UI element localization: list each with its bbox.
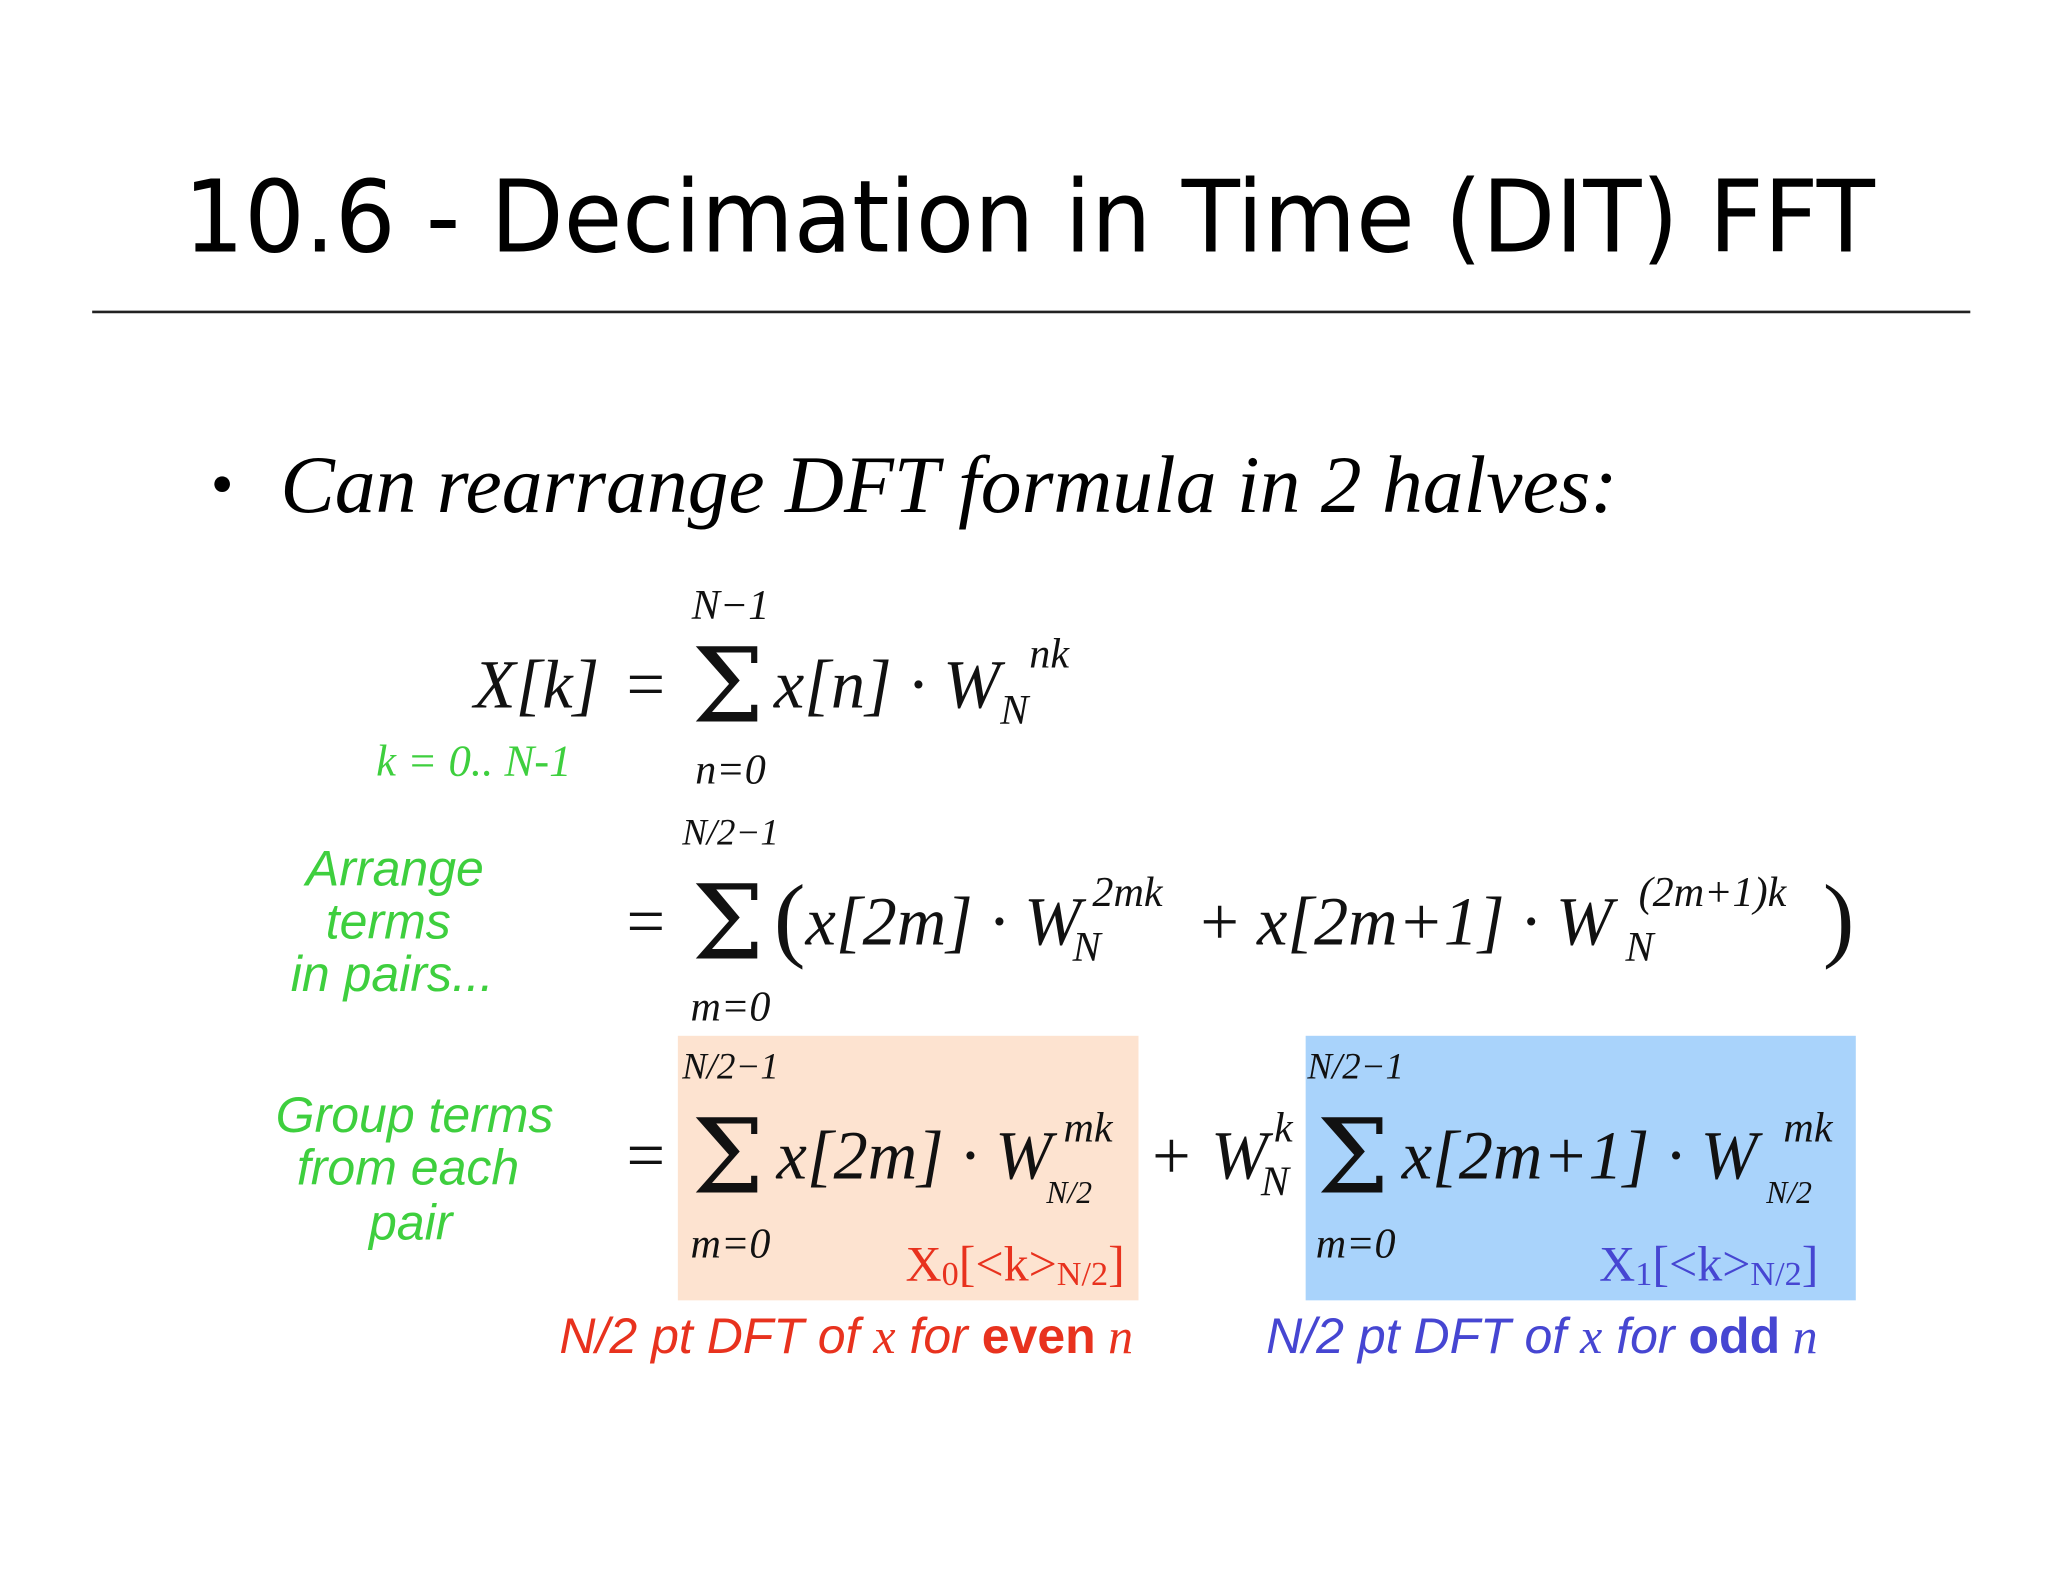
index-range: k = 0.. N-1 <box>376 736 571 786</box>
twiddle: + W <box>1148 1118 1274 1194</box>
even-box <box>677 1035 1139 1301</box>
note: terms <box>326 893 451 949</box>
lhs: X[k] <box>471 646 599 722</box>
subscript: N/2 <box>1765 1175 1812 1210</box>
subscript: N <box>999 687 1031 734</box>
caption-part: N/2 pt DFT of <box>559 1308 873 1364</box>
sigma: Σ <box>1317 1099 1390 1218</box>
plus: + <box>1200 883 1239 959</box>
caption-part: n <box>1780 1308 1818 1364</box>
note: in pairs... <box>291 946 494 1002</box>
paren: ) <box>1823 867 1855 971</box>
caption-part: x <box>1579 1308 1602 1364</box>
label-part: X <box>1599 1235 1635 1291</box>
subscript: N <box>1072 924 1104 971</box>
label-part: X <box>906 1235 942 1291</box>
superscript: 2mk <box>1092 869 1163 916</box>
label-part: ] <box>1108 1235 1125 1291</box>
caption-part: even <box>982 1308 1096 1364</box>
bullet-dot: • <box>211 448 234 521</box>
subscript: N/2 <box>1045 1175 1092 1210</box>
term: x[2m+1] · W <box>1401 1118 1764 1194</box>
superscript: (2m+1)k <box>1639 869 1788 916</box>
note: from each <box>297 1139 519 1195</box>
label-part: ] <box>1802 1235 1819 1291</box>
label-part: 0 <box>942 1256 959 1293</box>
caption-part: odd <box>1688 1308 1780 1364</box>
caption-part: n <box>1096 1308 1134 1364</box>
odd-caption: N/2 pt DFT of x for odd n <box>1266 1308 1817 1364</box>
superscript: nk <box>1029 631 1070 678</box>
caption-part: x <box>872 1308 895 1364</box>
title: 10.6 - Decimation in Time (DIT) FFT <box>184 159 1876 276</box>
sigma: Σ <box>692 628 765 747</box>
sum-lower: m=0 <box>691 1220 771 1267</box>
odd-label: X1[<k>N/2] <box>1599 1235 1818 1292</box>
term: x[2m+1] · W <box>1256 883 1619 959</box>
superscript: k <box>1274 1104 1294 1151</box>
note: pair <box>367 1195 455 1251</box>
sigma: Σ <box>692 864 765 983</box>
superscript: mk <box>1783 1104 1833 1151</box>
superscript: mk <box>1063 1104 1113 1151</box>
caption-part: N/2 pt DFT of <box>1266 1308 1580 1364</box>
paren: ( <box>774 867 806 971</box>
term: x[2m] · W <box>805 883 1088 959</box>
sum-upper: N/2−1 <box>681 811 779 852</box>
subscript: N <box>1624 924 1656 971</box>
sum-lower: m=0 <box>691 983 771 1030</box>
equals: = <box>627 1118 666 1194</box>
bullet-text: Can rearrange DFT formula in 2 halves: <box>280 439 1617 530</box>
sum-upper: N/2−1 <box>681 1046 779 1087</box>
equals: = <box>627 646 666 722</box>
note: Arrange <box>303 841 484 897</box>
label-part: [<k> <box>959 1235 1057 1291</box>
label-part: N/2 <box>1750 1256 1801 1293</box>
note: Group terms <box>276 1087 554 1143</box>
sum-upper: N/2−1 <box>1306 1046 1404 1087</box>
caption-part: for <box>1602 1308 1688 1364</box>
equals: = <box>627 883 666 959</box>
term: x[n] · W <box>773 646 1006 722</box>
odd-box <box>1305 1035 1856 1301</box>
label-part: 1 <box>1635 1256 1652 1293</box>
sum-upper: N−1 <box>691 582 770 629</box>
label-part: [<k> <box>1652 1235 1750 1291</box>
subscript: N <box>1260 1158 1292 1205</box>
label-part: N/2 <box>1057 1256 1108 1293</box>
sum-lower: n=0 <box>695 746 766 793</box>
even-caption: N/2 pt DFT of x for even n <box>559 1308 1133 1364</box>
sum-lower: m=0 <box>1316 1220 1396 1267</box>
caption-part: for <box>896 1308 982 1364</box>
sigma: Σ <box>692 1099 765 1218</box>
even-label: X0[<k>N/2] <box>906 1235 1125 1292</box>
term: x[2m] · W <box>776 1118 1059 1194</box>
